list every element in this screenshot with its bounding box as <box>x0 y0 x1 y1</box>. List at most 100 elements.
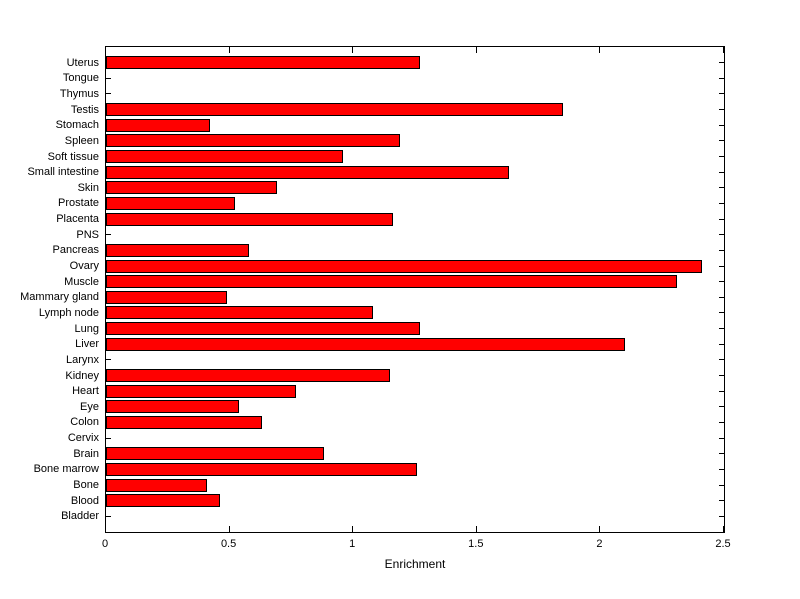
bar <box>106 150 344 164</box>
x-tick-top <box>723 47 724 53</box>
bar <box>106 290 228 304</box>
x-tick-label: 2 <box>596 538 603 550</box>
bar <box>106 384 297 398</box>
bar <box>106 196 235 210</box>
x-tick-top <box>105 47 106 53</box>
y-tick-right <box>719 437 724 439</box>
y-tick-right <box>719 281 724 283</box>
x-tick-label: 0 <box>101 538 109 550</box>
y-tick-right <box>719 124 724 126</box>
y-tick-right <box>719 500 724 502</box>
y-tick-right <box>719 93 724 95</box>
y-tick-right <box>719 218 724 220</box>
y-tick-right <box>719 343 724 345</box>
y-tick-right <box>719 296 724 298</box>
bar <box>106 369 391 383</box>
x-tick-bottom <box>105 526 106 532</box>
plot-area <box>105 46 725 533</box>
x-tick-bottom <box>475 526 477 532</box>
y-tick-right <box>719 62 724 64</box>
y-tick-right <box>719 140 724 142</box>
category-label: Eye <box>80 400 99 413</box>
category-label: Kidney <box>65 369 99 382</box>
x-tick-top <box>228 47 230 53</box>
y-tick-right <box>719 468 724 470</box>
bar <box>106 243 250 257</box>
bar <box>106 259 702 273</box>
y-tick-right <box>719 421 724 423</box>
bar <box>106 478 208 492</box>
category-label: Placenta <box>56 213 99 226</box>
y-tick-right <box>719 249 724 251</box>
x-tick-label: 1.5 <box>468 538 484 550</box>
y-tick-right <box>719 359 724 361</box>
category-label: Bladder <box>61 510 99 523</box>
x-axis-label: Enrichment <box>384 557 446 571</box>
y-tick-right <box>719 312 724 314</box>
bar <box>106 56 420 70</box>
category-label: Heart <box>72 385 99 398</box>
y-tick-right <box>719 375 724 377</box>
y-tick-left <box>106 515 111 517</box>
category-label: Muscle <box>64 275 99 288</box>
bar <box>106 134 401 148</box>
category-label: Larynx <box>65 353 99 366</box>
bar <box>106 415 262 429</box>
bar <box>106 400 240 414</box>
y-tick-left <box>106 437 111 439</box>
bar <box>106 462 418 476</box>
y-tick-right <box>719 202 724 204</box>
category-label: Testis <box>70 103 99 116</box>
category-label: Lymph node <box>38 306 99 319</box>
y-tick-right <box>719 265 724 267</box>
y-tick-right <box>719 328 724 330</box>
x-tick-label: 0.5 <box>220 538 237 550</box>
bar <box>106 275 678 289</box>
category-label: Tongue <box>62 72 99 85</box>
x-tick-bottom <box>228 526 230 532</box>
y-tick-right <box>719 406 724 408</box>
y-tick-left <box>106 234 111 236</box>
category-label: Ovary <box>69 260 99 273</box>
category-label: Skin <box>77 181 99 194</box>
y-tick-right <box>719 515 724 517</box>
x-tick-top <box>599 47 601 53</box>
category-label: Brain <box>73 447 99 460</box>
category-label: Cervix <box>67 432 99 445</box>
bar <box>106 118 210 132</box>
category-label: Spleen <box>64 134 99 147</box>
category-label: Liver <box>75 338 99 351</box>
bar <box>106 165 509 179</box>
category-label: Thymus <box>59 87 99 100</box>
bar <box>106 212 393 226</box>
category-label: Soft tissue <box>47 150 99 163</box>
y-tick-right <box>719 156 724 158</box>
category-label: Prostate <box>58 197 99 210</box>
category-label: Blood <box>70 494 99 507</box>
y-tick-right <box>719 109 724 111</box>
x-tick-bottom <box>723 526 724 532</box>
category-label: PNS <box>76 228 99 241</box>
y-tick-right <box>719 484 724 486</box>
x-tick-bottom <box>352 526 354 532</box>
category-label: Lung <box>74 322 99 335</box>
category-label: Bone marrow <box>33 463 99 476</box>
y-tick-left <box>106 93 111 95</box>
bar <box>106 103 564 117</box>
x-tick-top <box>475 47 477 53</box>
y-tick-left <box>106 359 111 361</box>
bar <box>106 447 324 461</box>
category-label: Colon <box>70 416 99 429</box>
x-tick-label: 2.5 <box>715 538 731 550</box>
category-label: Uterus <box>66 56 99 69</box>
bar <box>106 306 373 320</box>
category-label: Mammary gland <box>20 291 99 304</box>
y-tick-right <box>719 390 724 392</box>
category-label: Pancreas <box>52 244 99 257</box>
x-tick-bottom <box>599 526 601 532</box>
y-tick-right <box>719 453 724 455</box>
x-tick-label: 1 <box>349 538 356 550</box>
category-label: Small intestine <box>27 166 99 179</box>
y-tick-right <box>719 187 724 189</box>
